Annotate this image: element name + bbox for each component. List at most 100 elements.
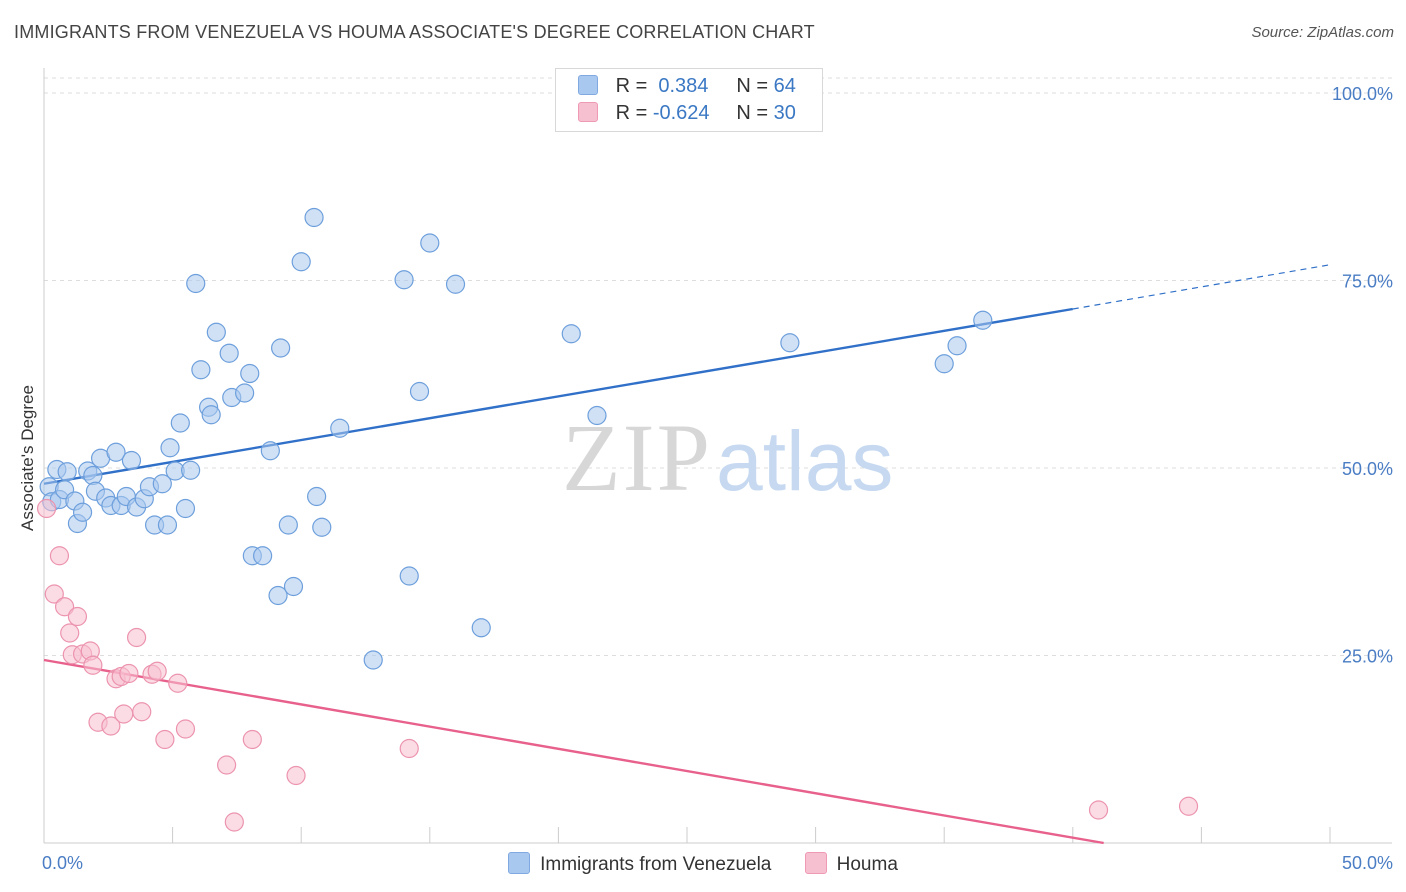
- venezuela-point: [394, 270, 414, 290]
- venezuela-point: [83, 465, 103, 486]
- axes: [43, 68, 1392, 844]
- venezuela-point: [307, 486, 327, 507]
- venezuela-point: [471, 618, 491, 638]
- venezuela-point: [157, 515, 178, 535]
- venezuela-point: [399, 566, 419, 586]
- source-credit: Source: ZipAtlas.com: [1251, 24, 1394, 41]
- venezuela-point: [409, 381, 430, 402]
- venezuela-point: [206, 322, 226, 342]
- houma-trend-line: [43, 658, 1104, 845]
- houma-point: [49, 546, 70, 566]
- venezuela-point: [72, 502, 93, 522]
- legend-n-label: N =: [736, 75, 769, 97]
- venezuela-point: [445, 274, 466, 294]
- houma-point: [242, 729, 262, 750]
- venezuela-point: [170, 413, 190, 433]
- houma-point: [119, 663, 139, 684]
- venezuela-point: [253, 546, 273, 566]
- legend-n-value: 30: [773, 102, 796, 124]
- legend-label-houma: Houma: [836, 854, 898, 875]
- venezuela-point: [191, 360, 211, 380]
- venezuela-point: [121, 450, 142, 471]
- tick-labels: 25.0% 50.0% 75.0% 100.0% 0.0% 50.0%: [42, 84, 1393, 873]
- venezuela-point: [283, 576, 304, 597]
- venezuela-point: [240, 363, 260, 384]
- houma-point: [1178, 796, 1199, 816]
- venezuela-point: [973, 310, 993, 330]
- houma-point: [54, 597, 75, 617]
- venezuela-point: [278, 515, 298, 535]
- legend-r-label: R =: [615, 75, 648, 97]
- venezuela-point: [304, 207, 324, 228]
- venezuela-point: [152, 474, 172, 494]
- houma-point: [101, 716, 121, 736]
- legend-r-label: R =: [615, 102, 648, 124]
- venezuela-point: [181, 460, 201, 480]
- houma-point: [217, 755, 237, 775]
- venezuela-point: [235, 383, 255, 403]
- x-tick-label: 0.0%: [42, 853, 83, 873]
- y-tick-label: 100.0%: [1332, 84, 1393, 104]
- watermark-zip: ZIP: [562, 404, 712, 511]
- venezuela-point: [561, 324, 581, 344]
- venezuela-point: [201, 405, 221, 425]
- legend-swatch-houma: [804, 852, 827, 874]
- houma-point: [286, 765, 306, 786]
- venezuela-point: [330, 418, 350, 438]
- houma-point: [114, 704, 134, 724]
- watermark: ZIP atlas: [562, 404, 893, 511]
- y-tick-label: 50.0%: [1342, 459, 1393, 479]
- venezuela-point: [947, 336, 967, 356]
- venezuela-point: [219, 343, 239, 363]
- houma-point: [126, 627, 147, 648]
- venezuela-point: [420, 233, 440, 253]
- legend-swatch-venezuela: [578, 75, 598, 95]
- houma-point: [1088, 800, 1109, 820]
- houma-point: [36, 498, 57, 519]
- legend-n-label: N =: [736, 102, 769, 124]
- venezuela-point: [312, 517, 332, 537]
- venezuela-point: [186, 273, 206, 294]
- venezuela-point: [363, 650, 383, 670]
- houma-point: [83, 655, 103, 675]
- venezuela-point: [175, 498, 196, 519]
- houma-point: [132, 702, 152, 722]
- legend-label-venezuela: Immigrants from Venezuela: [540, 854, 772, 875]
- venezuela-point: [587, 405, 607, 426]
- houma-point: [155, 729, 175, 750]
- y-tick-label: 25.0%: [1342, 647, 1393, 667]
- venezuela-point: [106, 442, 126, 462]
- y-tick-label: 75.0%: [1342, 272, 1393, 292]
- legend-r-value: 0.384: [652, 75, 709, 97]
- venezuela-point: [271, 338, 291, 358]
- chart-title: IMMIGRANTS FROM VENEZUELA VS HOUMA ASSOC…: [14, 22, 815, 42]
- stats-legend: R = 0.384 N = 64 R = -0.624 N = 30: [555, 68, 823, 132]
- legend-swatch-venezuela: [508, 852, 531, 874]
- houma-point: [399, 738, 419, 759]
- houma-point: [224, 812, 244, 832]
- houma-point: [67, 606, 88, 627]
- venezuela-point: [934, 354, 954, 374]
- venezuela-point: [160, 438, 180, 458]
- venezuela-point: [268, 585, 288, 606]
- venezuela-point: [780, 333, 800, 353]
- legend-row-houma: R = -0.624 N = 30: [578, 102, 796, 126]
- data-points: [36, 207, 1199, 832]
- houma-point: [175, 719, 196, 739]
- houma-point: [60, 623, 80, 643]
- houma-point: [147, 661, 167, 681]
- legend-r-value: -0.624: [652, 102, 710, 124]
- venezuela-trend-line: [43, 307, 1074, 485]
- x-tick-label: 50.0%: [1342, 853, 1393, 873]
- watermark-atlas: atlas: [716, 414, 893, 508]
- venezuela-point: [291, 252, 311, 272]
- legend-row-venezuela: R = 0.384 N = 64: [578, 75, 796, 99]
- houma-point: [168, 673, 188, 693]
- legend-item-venezuela: Immigrants from Venezuela: [508, 852, 771, 876]
- series-legend: Immigrants from Venezuela Houma: [0, 852, 1406, 876]
- legend-n-value: 64: [773, 75, 796, 97]
- venezuela-point: [57, 462, 77, 482]
- houma-point: [44, 584, 64, 604]
- venezuela-trend-line-extension: [1072, 264, 1331, 310]
